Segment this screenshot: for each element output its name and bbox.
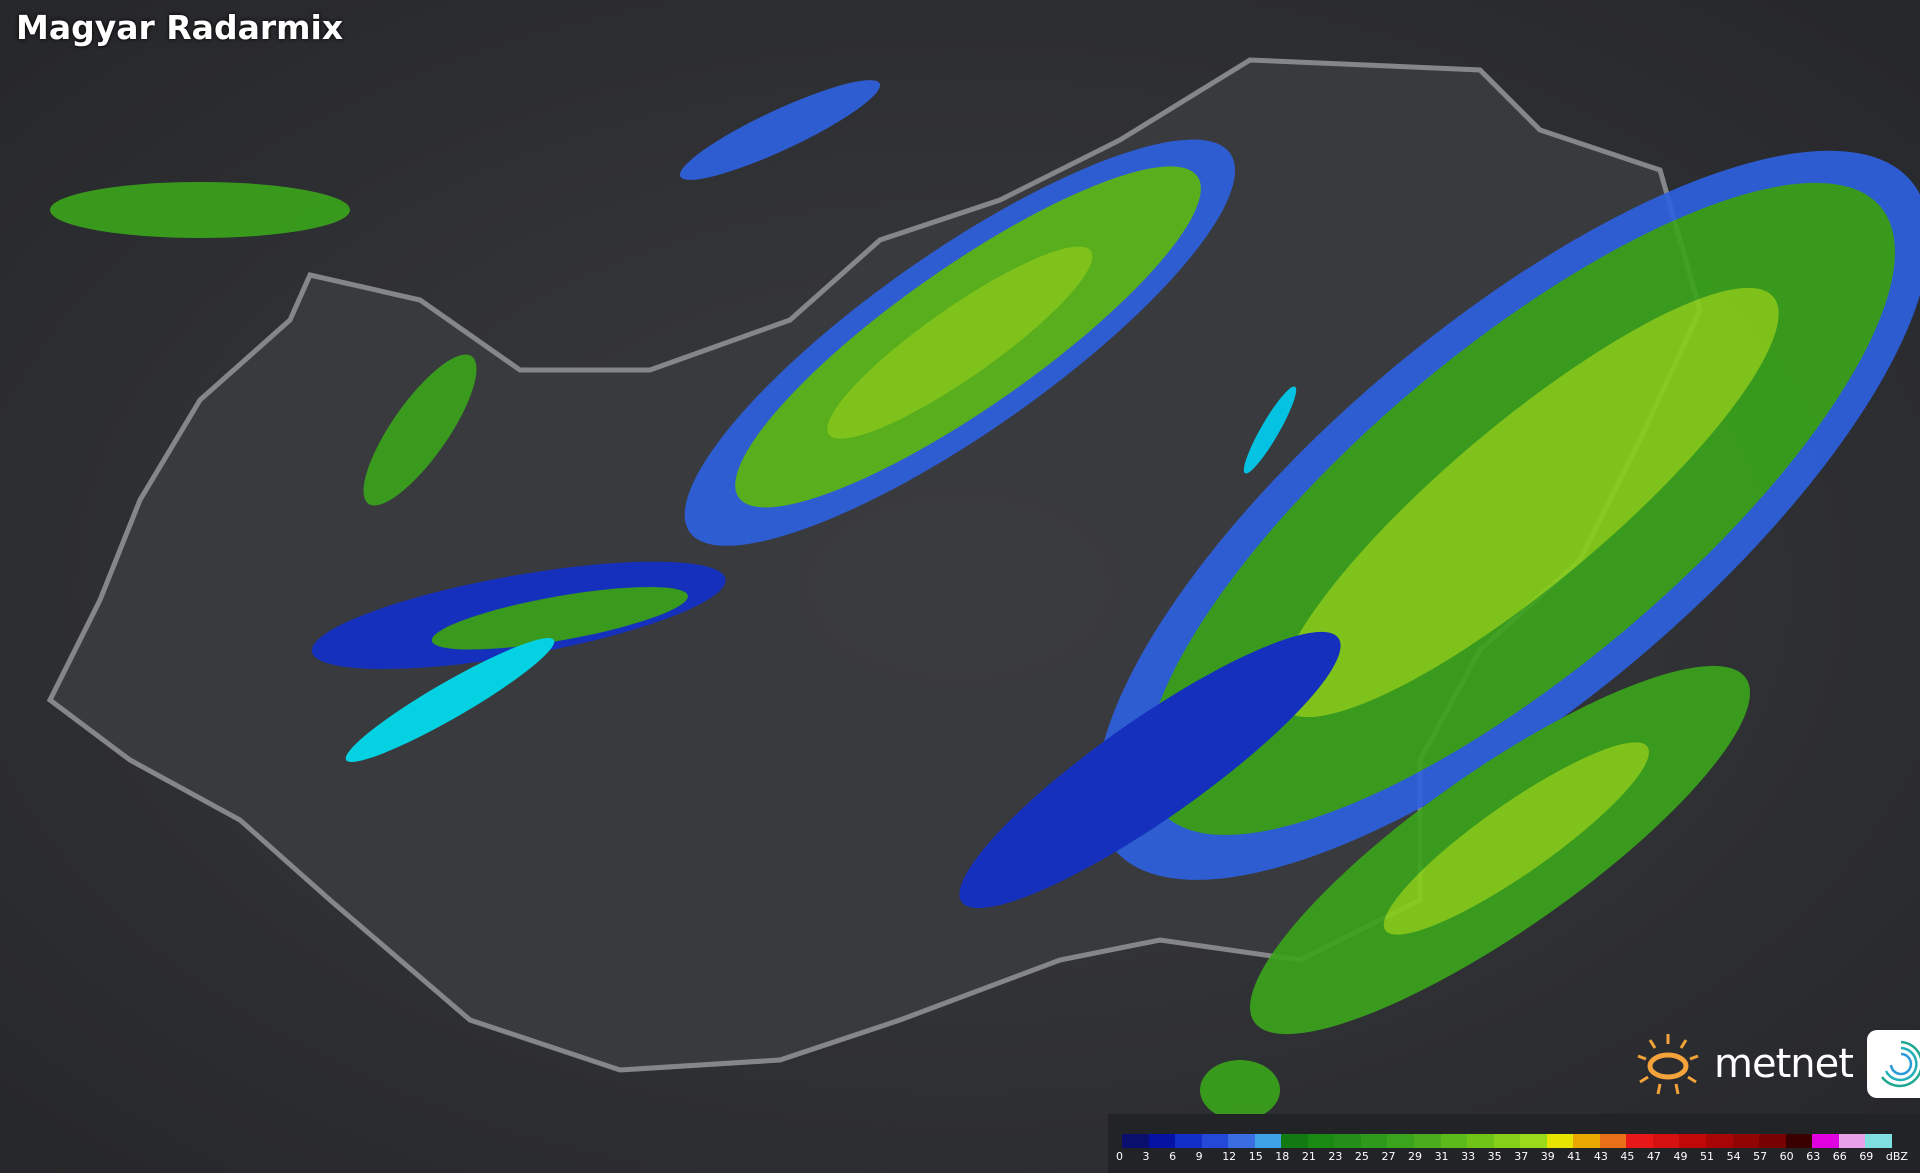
legend-color-cell — [1706, 1134, 1733, 1148]
legend-color-cell — [1732, 1134, 1760, 1148]
legend-color-scale — [1122, 1134, 1892, 1148]
legend-color-cell — [1599, 1134, 1627, 1148]
sun-icon — [1637, 1034, 1699, 1095]
dbz-legend: 0 3 6 9 12 15 18 21 23 25 27 29 31 33 35 37 39 41 43 45 47 49… — [1108, 1114, 1920, 1173]
legend-color-cell — [1812, 1134, 1839, 1148]
legend-color-cell — [1467, 1134, 1494, 1148]
legend-label: 66 — [1832, 1150, 1847, 1163]
legend-label: 51 — [1700, 1150, 1715, 1163]
radar-echoes — [50, 80, 1920, 1120]
legend-color-cell — [1201, 1134, 1229, 1148]
legend-label: 25 — [1354, 1150, 1369, 1163]
legend-color-cell — [1785, 1134, 1813, 1148]
legend-label: 49 — [1673, 1150, 1688, 1163]
legend-label: 18 — [1275, 1150, 1290, 1163]
legend-color-cell — [1281, 1134, 1308, 1148]
metnet-logo[interactable]: metnet — [1636, 1030, 1920, 1098]
legend-label: 27 — [1381, 1150, 1396, 1163]
logo-text: metnet — [1714, 1041, 1854, 1087]
legend-label: 41 — [1567, 1150, 1582, 1163]
legend-label: 12 — [1222, 1150, 1237, 1163]
legend-label: 15 — [1248, 1150, 1263, 1163]
legend-color-cell — [1175, 1134, 1202, 1148]
legend-labels: 0 3 6 9 12 15 18 21 23 25 27 29 31 33 35 37 39 41 43 45 47 49… — [1116, 1150, 1912, 1163]
legend-label: 0 — [1116, 1150, 1123, 1163]
legend-label: 21 — [1301, 1150, 1316, 1163]
legend-label: 63 — [1806, 1150, 1821, 1163]
legend-color-cell — [1334, 1134, 1361, 1148]
legend-color-cell — [1865, 1134, 1892, 1148]
legend-color-cell — [1838, 1134, 1866, 1148]
legend-color-cell — [1759, 1134, 1786, 1148]
legend-color-cell — [1387, 1134, 1415, 1148]
legend-label: 54 — [1726, 1150, 1741, 1163]
legend-label: 60 — [1779, 1150, 1794, 1163]
legend-color-cell — [1679, 1134, 1707, 1148]
legend-label: 45 — [1620, 1150, 1635, 1163]
legend-label: 23 — [1328, 1150, 1343, 1163]
legend-label: 47 — [1646, 1150, 1661, 1163]
legend-color-cell — [1440, 1134, 1468, 1148]
legend-color-cell — [1520, 1134, 1547, 1148]
legend-color-cell — [1122, 1134, 1149, 1148]
map-title: Magyar Radarmix — [16, 8, 344, 47]
legend-color-cell — [1493, 1134, 1521, 1148]
legend-label: 9 — [1195, 1150, 1203, 1163]
legend-color-cell — [1360, 1134, 1388, 1148]
legend-label: 43 — [1593, 1150, 1608, 1163]
legend-label: 3 — [1142, 1150, 1150, 1163]
legend-color-cell — [1652, 1134, 1680, 1148]
legend-color-cell — [1228, 1134, 1255, 1148]
legend-color-cell — [1546, 1134, 1574, 1148]
legend-color-cell — [1573, 1134, 1600, 1148]
legend-label: 57 — [1753, 1150, 1768, 1163]
legend-label: 31 — [1434, 1150, 1449, 1163]
legend-color-cell — [1414, 1134, 1441, 1148]
legend-label: 33 — [1461, 1150, 1476, 1163]
legend-color-cell — [1148, 1134, 1176, 1148]
metnet-swirl-icon — [1866, 1030, 1920, 1098]
legend-unit: dBZ — [1885, 1150, 1908, 1163]
legend-label: 69 — [1859, 1150, 1874, 1163]
legend-label: 39 — [1540, 1150, 1555, 1163]
legend-color-cell — [1254, 1134, 1282, 1148]
legend-label: 29 — [1408, 1150, 1423, 1163]
legend-label: 35 — [1487, 1150, 1502, 1163]
legend-label: 37 — [1514, 1150, 1529, 1163]
legend-color-cell — [1307, 1134, 1335, 1148]
legend-color-cell — [1626, 1134, 1653, 1148]
legend-label: 6 — [1169, 1150, 1177, 1163]
